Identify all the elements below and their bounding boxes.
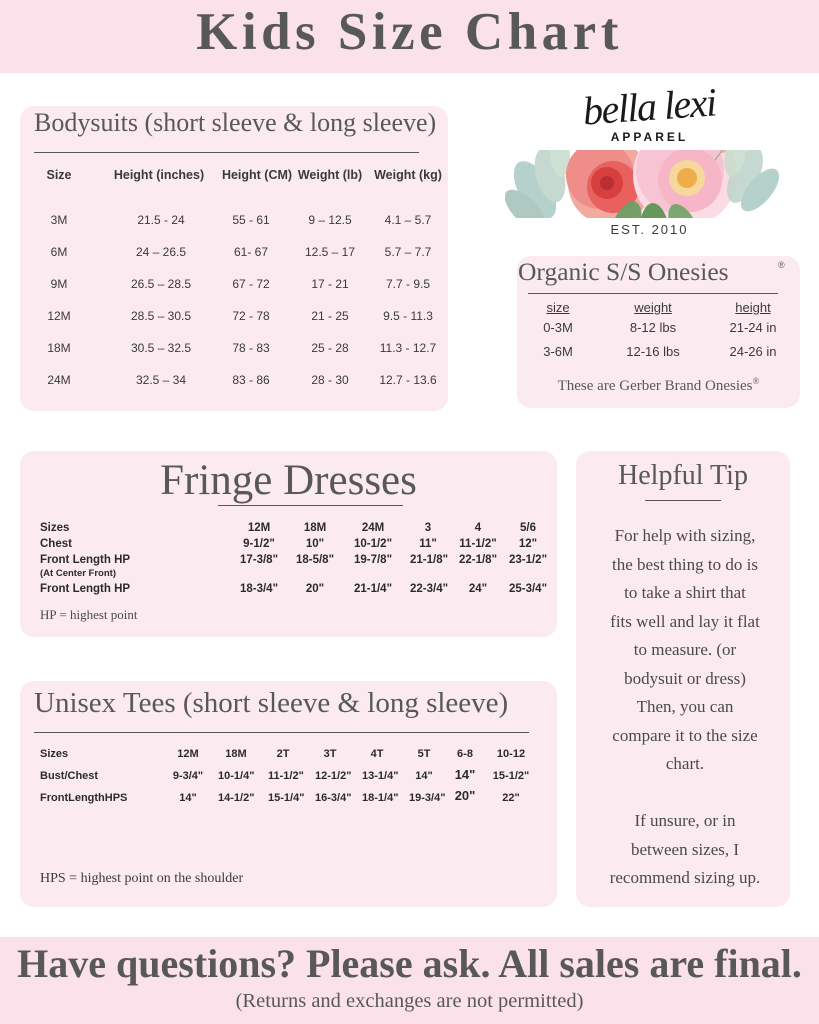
svg-text:bella lexi: bella lexi bbox=[581, 79, 717, 133]
